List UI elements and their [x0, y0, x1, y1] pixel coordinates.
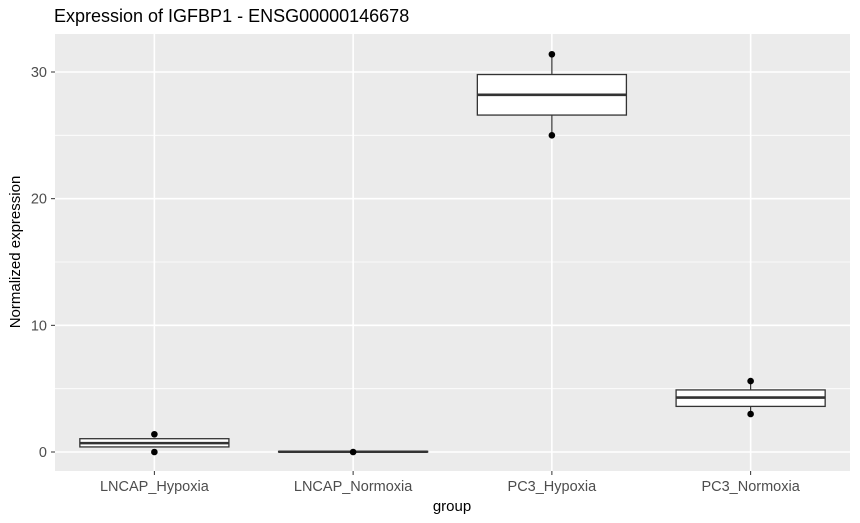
y-axis-title: Normalized expression — [7, 176, 24, 329]
boxes — [79, 54, 826, 454]
data-point — [548, 50, 556, 58]
y-axis: 0 10 20 30 — [31, 65, 55, 461]
x-tick-label: LNCAP_Normoxia — [294, 479, 413, 495]
y-tick-label: 20 — [31, 192, 47, 208]
data-point — [747, 410, 754, 418]
y-tick-label: 0 — [39, 445, 47, 461]
y-tick-label: 30 — [31, 65, 47, 81]
y-tick-label: 10 — [31, 318, 47, 334]
box-LNCAP_Hypoxia — [79, 438, 230, 448]
chart-title: Expression of IGFBP1 - ENSG00000146678 — [54, 6, 409, 26]
data-point — [548, 132, 556, 139]
grid-minor — [55, 134, 850, 390]
x-tick-label: LNCAP_Hypoxia — [100, 479, 210, 495]
x-tick-label: PC3_Hypoxia — [508, 479, 598, 495]
data-point — [349, 448, 357, 456]
x-tick-label: PC3_Normoxia — [701, 479, 800, 495]
x-axis-title: group — [433, 498, 471, 515]
points — [151, 50, 754, 456]
data-point — [151, 430, 158, 438]
x-axis: LNCAP_Hypoxia LNCAP_Normoxia PC3_Hypoxia PC… — [100, 471, 801, 495]
box-PC3_Normoxia — [675, 381, 826, 414]
data-point — [151, 448, 158, 456]
box-PC3_Hypoxia — [476, 54, 628, 136]
data-point — [747, 377, 754, 385]
